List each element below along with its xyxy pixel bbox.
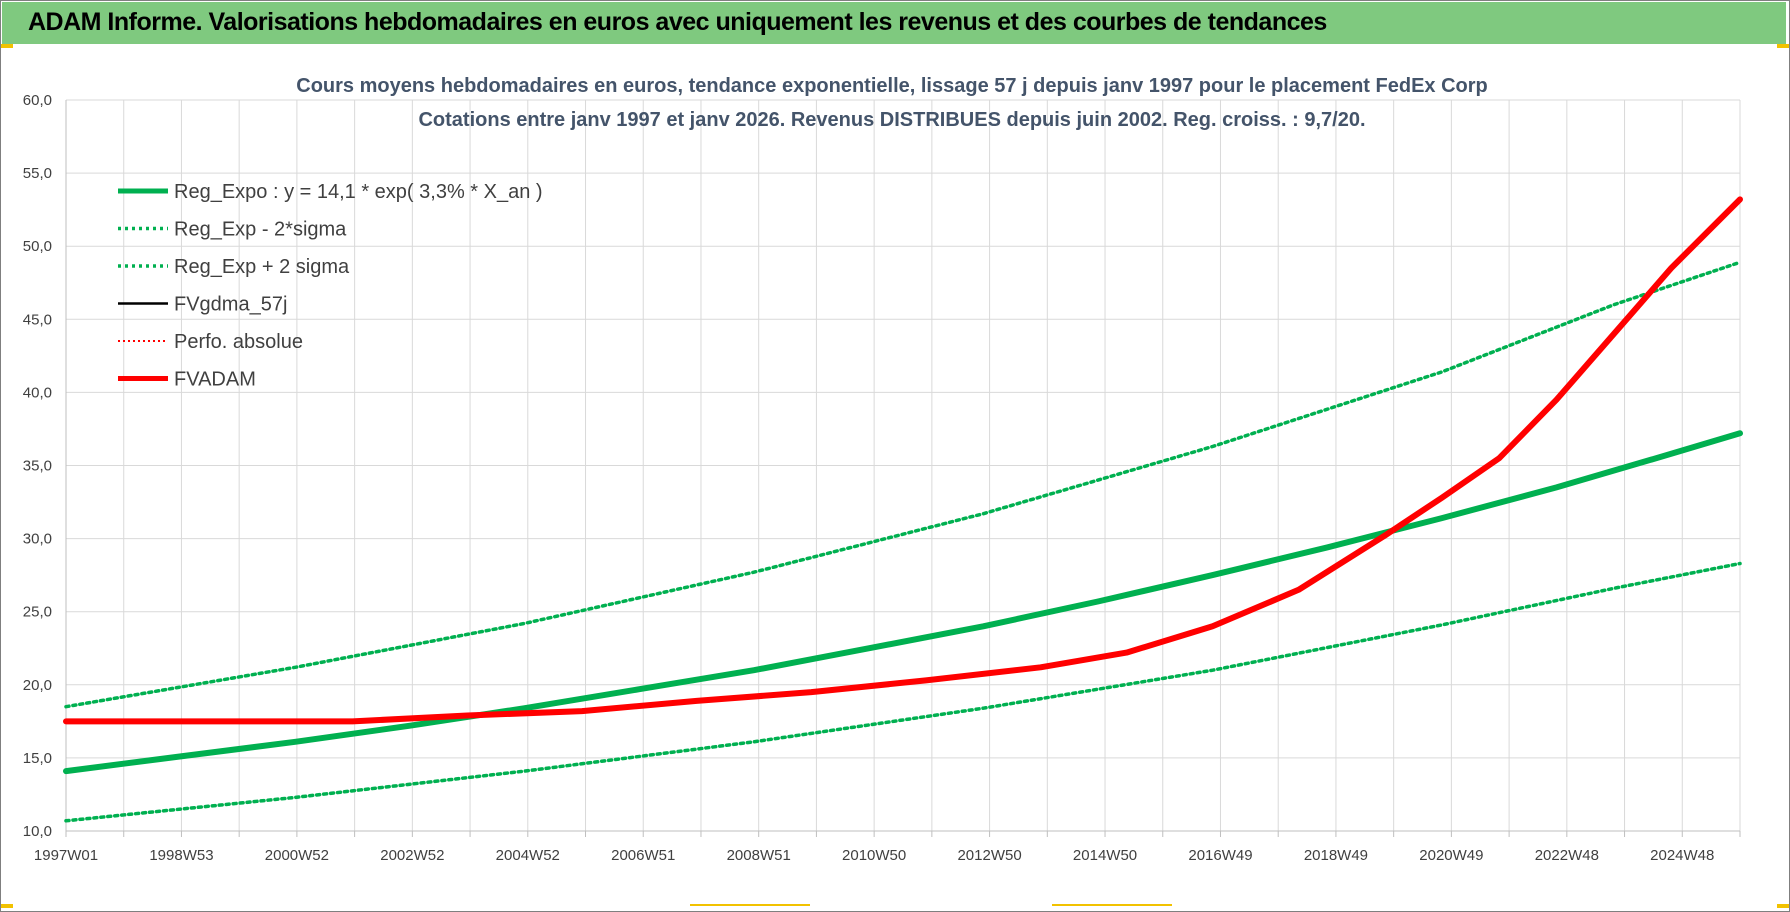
series-line-reg-expo-y-14-1-exp-3-3-x-an (63, 430, 1743, 775)
legend-label: Reg_Expo : y = 14,1 * exp( 3,3% * X_an ) (174, 181, 543, 203)
x-tick-label: 2006W51 (611, 847, 675, 864)
y-tick-label: 25,0 (23, 604, 52, 621)
y-tick-label: 35,0 (23, 458, 52, 475)
x-tick-label: 2002W52 (380, 847, 444, 864)
legend-label: FVADAM (174, 369, 256, 391)
y-tick-label: 60,0 (23, 92, 52, 109)
corner-marker (1, 44, 13, 48)
corner-marker (1, 904, 13, 908)
chart-subtitle: Cotations entre janv 1997 et janv 2026. … (418, 109, 1365, 131)
legend: Reg_Expo : y = 14,1 * exp( 3,3% * X_an )… (118, 181, 543, 391)
y-tick-label: 55,0 (23, 165, 52, 182)
series-line-fvadam (63, 196, 1743, 725)
x-tick-label: 2016W49 (1188, 847, 1252, 864)
chart-title: Cours moyens hebdomadaires en euros, ten… (296, 75, 1488, 97)
x-tick-label: 2008W51 (727, 847, 791, 864)
x-tick-label: 1997W01 (34, 847, 98, 864)
axes: 10,0 15,0 20,0 25,0 30,0 35,0 40,0 45,0 50,0 55,0… (23, 92, 1741, 864)
header-banner: ADAM Informe. Valorisations hebdomadaire… (2, 2, 1786, 44)
y-tick-label: 15,0 (23, 750, 52, 767)
x-tick-label: 2010W50 (842, 847, 906, 864)
accent-mark (690, 904, 810, 906)
y-tick-label: 10,0 (23, 823, 52, 840)
y-tick-label: 30,0 (23, 531, 52, 548)
corner-marker (1777, 44, 1789, 48)
y-tick-label: 20,0 (23, 677, 52, 694)
series-line-reg-exp-2-sigma (64, 561, 1742, 823)
series-lines (63, 196, 1743, 823)
accent-mark (1052, 904, 1172, 906)
legend-label: Reg_Exp + 2 sigma (174, 256, 350, 278)
x-tick-label: 2000W52 (265, 847, 329, 864)
legend-label: FVgdma_57j (174, 294, 287, 316)
x-tick-label: 2024W48 (1650, 847, 1714, 864)
corner-marker (1777, 904, 1789, 908)
x-tick-label: 2022W48 (1535, 847, 1599, 864)
series-line-reg-exp-2-sigma (64, 260, 1742, 709)
legend-label: Perfo. absolue (174, 331, 303, 353)
y-tick-label: 45,0 (23, 311, 52, 328)
x-tick-label: 2004W52 (496, 847, 560, 864)
x-tick-label: 2014W50 (1073, 847, 1137, 864)
x-tick-label: 1998W53 (149, 847, 213, 864)
x-tick-label: 2018W49 (1304, 847, 1368, 864)
y-tick-label: 50,0 (23, 238, 52, 255)
legend-label: Reg_Exp - 2*sigma (174, 219, 347, 241)
x-tick-label: 2020W49 (1419, 847, 1483, 864)
x-tick-label: 2012W50 (957, 847, 1021, 864)
y-tick-label: 40,0 (23, 384, 52, 401)
report-title: ADAM Informe. Valorisations hebdomadaire… (28, 8, 1327, 36)
